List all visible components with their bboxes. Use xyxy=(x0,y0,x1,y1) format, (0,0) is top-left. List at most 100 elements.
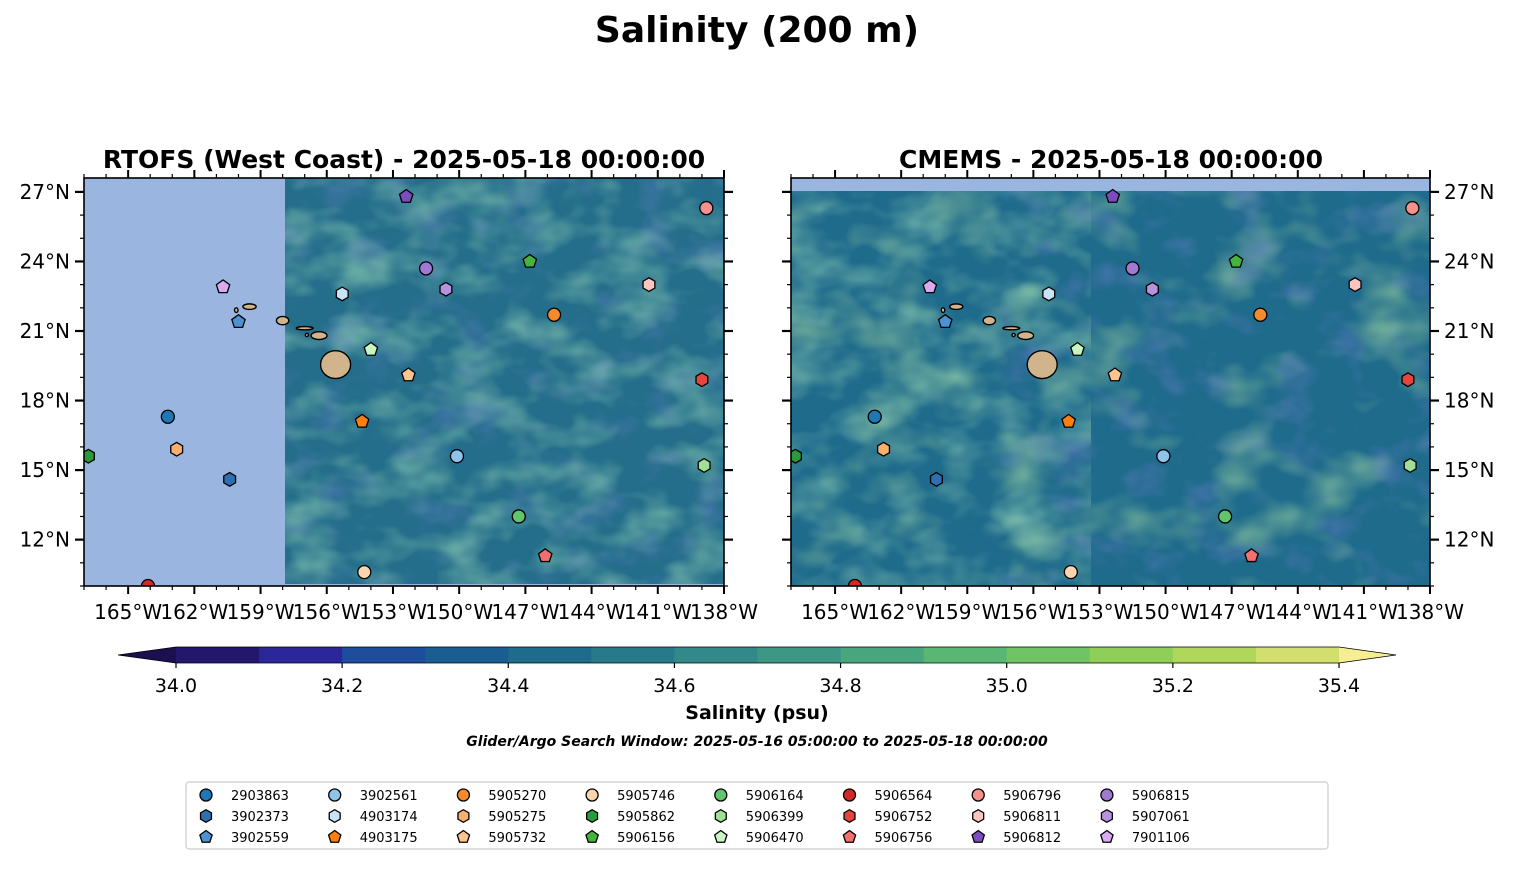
float-marker-5907061 xyxy=(439,281,453,297)
float-marker-3902561 xyxy=(449,449,465,464)
island-big-island xyxy=(319,350,352,380)
salinity-eddies-low xyxy=(285,178,724,584)
search-window-note: Glider/Argo Search Window: 2025-05-16 05… xyxy=(466,734,1048,750)
legend-marker xyxy=(1100,788,1114,802)
colorbar-bin xyxy=(1172,647,1257,663)
x-tick-label: 147°W xyxy=(1198,600,1266,624)
legend-item: 5906811 xyxy=(972,808,1061,825)
island-lanai xyxy=(1011,332,1016,338)
float-marker-4903175 xyxy=(354,413,370,428)
legend-item: 3902373 xyxy=(199,808,289,825)
colorbar-bin xyxy=(840,647,925,663)
island-kauai xyxy=(948,303,964,311)
y-tick-label: 27°N xyxy=(1444,180,1494,204)
float-marker-5905746 xyxy=(1063,564,1078,580)
float-marker-5906756 xyxy=(1244,548,1259,563)
float-marker-5905732 xyxy=(400,367,416,382)
legend: 2903863 3902373 3902559 3902561 4903174 49031… xyxy=(185,781,1329,850)
legend-label: 5906156 xyxy=(617,831,675,846)
island-lanai xyxy=(304,332,310,338)
island-maui xyxy=(310,330,328,341)
float-marker-5906812 xyxy=(398,188,414,203)
float-marker-5906564 xyxy=(847,578,863,586)
legend-box xyxy=(185,781,1329,850)
colorbar-tick-label: 34.2 xyxy=(321,675,363,697)
legend-marker xyxy=(714,808,727,824)
x-tick-label: 153°W xyxy=(1066,600,1134,624)
float-marker-5906164 xyxy=(1217,509,1233,524)
colorbar-bin xyxy=(674,647,758,663)
float-marker-3902559 xyxy=(231,313,246,329)
float-marker-5906399 xyxy=(697,457,711,474)
legend-label: 5906756 xyxy=(875,831,933,846)
float-marker-5905270 xyxy=(1253,307,1268,322)
legend-marker xyxy=(1100,808,1114,824)
legend-label: 2903863 xyxy=(231,789,289,804)
float-marker-5906796 xyxy=(699,200,714,216)
legend-label: 7901106 xyxy=(1132,831,1190,846)
float-marker-5906752 xyxy=(1401,372,1415,388)
island-oahu xyxy=(982,315,997,326)
legend-item: 5905270 xyxy=(456,788,546,804)
legend-label: 3902559 xyxy=(231,831,289,846)
colorbar-bin xyxy=(342,647,426,663)
x-tick-label: 144°W xyxy=(1264,600,1332,624)
island-big-island xyxy=(1026,350,1058,380)
x-tick-label: 141°W xyxy=(624,600,692,624)
float-marker-5905862 xyxy=(84,448,95,464)
y-tick-label: 24°N xyxy=(1444,249,1494,273)
legend-marker xyxy=(199,808,213,824)
x-tick-label: 153°W xyxy=(359,600,427,624)
legend-item: 5906812 xyxy=(971,829,1061,846)
legend-label: 5905275 xyxy=(488,810,546,825)
legend-item: 5906796 xyxy=(971,788,1061,804)
legend-label: 5905746 xyxy=(617,789,675,804)
float-marker-5906815 xyxy=(1125,261,1140,276)
colorbar-extend-over xyxy=(1339,647,1396,663)
legend-label: 5905732 xyxy=(488,831,546,846)
x-tick-label: 162°W xyxy=(160,600,228,624)
legend-marker xyxy=(842,829,857,843)
y-tick-label: 18°N xyxy=(20,389,70,413)
island-molokai xyxy=(295,325,314,331)
colorbar-tick-label: 35.0 xyxy=(986,675,1028,697)
panel-title-cmems: CMEMS - 2025-05-18 00:00:00 xyxy=(899,145,1323,174)
x-tick-label: 156°W xyxy=(999,600,1067,624)
legend-label: 5906470 xyxy=(746,831,804,846)
map-frame xyxy=(790,177,1431,587)
y-tick-label: 15°N xyxy=(20,458,70,482)
island-niihau xyxy=(940,307,946,314)
legend-label: 5906164 xyxy=(746,789,804,804)
legend-marker xyxy=(585,829,600,843)
salinity-eddies-low xyxy=(1000,191,1430,586)
legend-item: 3902559 xyxy=(199,829,289,846)
y-tick-label: 12°N xyxy=(1444,528,1494,552)
float-marker-5906811 xyxy=(642,277,656,293)
island-kauai xyxy=(242,303,257,311)
float-marker-7901106 xyxy=(215,279,231,294)
legend-marker xyxy=(199,788,213,802)
legend-label: 4903175 xyxy=(360,831,418,846)
legend-marker xyxy=(713,829,728,843)
colorbar-tick-label: 35.4 xyxy=(1318,675,1360,697)
colorbar-bin xyxy=(508,647,592,663)
legend-marker xyxy=(714,788,728,802)
float-marker-5906811 xyxy=(1348,277,1362,293)
colorbar-bin xyxy=(1006,647,1091,663)
colorbar-bin xyxy=(757,647,842,663)
legend-item: 5905862 xyxy=(585,808,675,825)
hawaii-islands xyxy=(233,303,352,380)
float-marker-5905275 xyxy=(876,441,891,457)
island-molokai xyxy=(1002,325,1021,331)
legend-item: 5906815 xyxy=(1100,788,1190,804)
legend-label: 5906399 xyxy=(746,810,804,825)
float-marker-3902561 xyxy=(1156,449,1171,464)
float-marker-2903863 xyxy=(867,409,882,424)
legend-item: 5905732 xyxy=(456,829,546,846)
legend-item: 3902561 xyxy=(328,788,418,804)
colorbar-tick-label: 34.4 xyxy=(487,675,529,697)
y-tick-label: 18°N xyxy=(1444,389,1494,413)
x-tick-label: 138°W xyxy=(1396,600,1464,624)
float-marker-4903174 xyxy=(1042,286,1056,302)
legend-label: 3902561 xyxy=(360,789,418,804)
